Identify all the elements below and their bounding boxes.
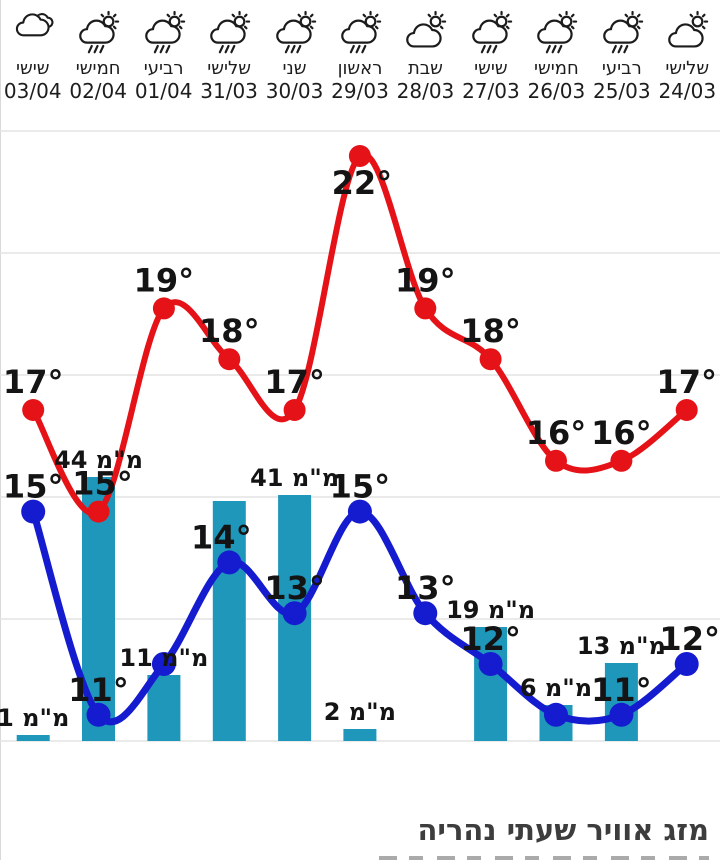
precip-bar: [16, 735, 50, 741]
weekday-label: שבת: [407, 58, 443, 79]
weather-chart[interactable]: מ"מ 1 מ"מ 44 מ"מ 11 מ"מ 41 מ"מ 2 מ"מ 19 מ"מ 6 מ…: [0, 0, 720, 780]
high-temp-point: [348, 145, 371, 167]
precip-label: מ"מ 44: [54, 446, 143, 474]
high-temp-label: 15°: [72, 465, 133, 503]
page-title: מזג אוויר שעתי נהריה: [417, 813, 709, 847]
day-column-27-03[interactable]: שישי 27/03: [458, 0, 523, 115]
date-label: 27/03: [462, 79, 520, 103]
day-column-25-03[interactable]: רביעי 25/03: [589, 0, 654, 115]
precip-bar: [474, 627, 508, 741]
low-temp-label: 12°: [460, 620, 521, 658]
low-temp-point: [217, 550, 242, 575]
day-column-31-03[interactable]: שלישי 31/03: [196, 0, 261, 115]
date-label: 30/03: [265, 79, 324, 103]
precip-label: מ"מ 1: [0, 704, 69, 732]
precip-label: מ"מ 11: [119, 644, 208, 672]
low-temp-label: 15°: [3, 468, 64, 506]
high-temp-label: 22°: [332, 164, 393, 202]
low-temp-point: [413, 601, 438, 626]
weekday-label: שלישי: [665, 58, 710, 79]
weekday-label: חמישי: [533, 58, 579, 79]
high-temp-point: [22, 399, 45, 421]
date-label: 31/03: [200, 79, 258, 103]
precip-label: מ"מ 6: [520, 674, 592, 702]
high-temp-label: 18°: [199, 312, 260, 350]
low-temp-label: 11°: [68, 671, 129, 709]
precip-bar: [604, 663, 638, 741]
low-temp-label: 15°: [330, 468, 391, 506]
weekday-label: שלישי: [207, 58, 251, 79]
low-temp-label: 14°: [191, 518, 252, 556]
page-left-border: [0, 0, 1, 860]
day-column-02-04[interactable]: חמישי 02/04: [65, 0, 130, 115]
day-column-24-03[interactable]: שלישי 24/03: [655, 0, 720, 115]
high-temp-point: [479, 348, 502, 371]
date-label: 29/03: [331, 79, 389, 103]
low-temp-point: [674, 652, 699, 676]
chart-svg: מ"מ 1 מ"מ 44 מ"מ 11 מ"מ 41 מ"מ 2 מ"מ 19 מ"מ 6 מ…: [0, 130, 720, 742]
low-temp-point: [21, 499, 46, 524]
precip-bar: [212, 501, 246, 741]
weekday-label: חמישי: [75, 58, 121, 79]
date-label: 25/03: [592, 79, 651, 103]
weekday-label: רביעי: [143, 58, 184, 79]
weekday-label: ראשון: [337, 58, 383, 79]
day-column-28-03[interactable]: שבת 28/03: [393, 0, 458, 115]
day-column-01-04[interactable]: רביעי 01/04: [131, 0, 196, 115]
weekday-label: שישי: [15, 58, 50, 79]
precip-label: מ"מ 13: [577, 632, 666, 660]
high-temp-label: 16°: [526, 414, 587, 452]
low-temp-point: [544, 702, 568, 727]
high-temp-point: [152, 297, 175, 320]
precip-bar: [343, 729, 377, 741]
date-label: 28/03: [396, 79, 455, 103]
high-temp-label: 17°: [264, 363, 325, 401]
high-temp-point: [414, 297, 437, 320]
day-column-26-03[interactable]: חמישי 26/03: [524, 0, 589, 115]
low-temp-point: [86, 702, 111, 727]
low-temp-label: 13°: [395, 569, 456, 607]
high-temp-label: 19°: [134, 261, 195, 299]
day-column-30-03[interactable]: שני 30/03: [262, 0, 327, 115]
low-temp-label: 12°: [659, 620, 720, 658]
weekday-label: שישי: [474, 58, 508, 79]
date-label: 02/04: [69, 79, 127, 103]
high-temp-point: [545, 449, 567, 472]
high-temp-label: 17°: [656, 363, 717, 401]
high-temp-label: 17°: [3, 363, 64, 401]
date-label: 24/03: [658, 79, 717, 103]
low-temp-point: [347, 499, 372, 524]
precip-label: מ"מ 2: [324, 698, 396, 726]
low-temp-point: [151, 652, 176, 676]
high-temp-point: [675, 399, 698, 421]
day-column-29-03[interactable]: ראשון 29/03: [327, 0, 392, 115]
low-temp-label: 11°: [591, 671, 652, 709]
low-temp-label: 13°: [264, 569, 325, 607]
high-temp-point: [610, 449, 633, 472]
day-strip[interactable]: שישי 03/04 חמישי 02/04 רביעי 01/04 שלישי 31/03 ש…: [0, 0, 720, 115]
high-temp-point: [283, 399, 306, 421]
clipped-text-row: [379, 856, 709, 860]
weekday-label: רביעי: [601, 58, 642, 79]
precip-bar: [147, 675, 181, 741]
low-temp-point: [478, 652, 503, 676]
day-column-03-04[interactable]: שישי 03/04: [0, 0, 65, 115]
date-label: 03/04: [3, 79, 62, 103]
date-label: 01/04: [134, 79, 193, 103]
high-temp-point: [218, 348, 241, 371]
date-label: 26/03: [527, 79, 586, 103]
low-temp-point: [609, 702, 634, 727]
high-temp-label: 19°: [395, 261, 456, 299]
precip-label: מ"מ 41: [250, 464, 339, 492]
precip-label: מ"מ 19: [446, 596, 535, 624]
high-temp-label: 16°: [591, 414, 652, 452]
high-temp-point: [87, 500, 110, 523]
weekday-label: שני: [282, 58, 307, 79]
high-temp-label: 18°: [460, 312, 521, 350]
low-temp-point: [282, 601, 307, 626]
